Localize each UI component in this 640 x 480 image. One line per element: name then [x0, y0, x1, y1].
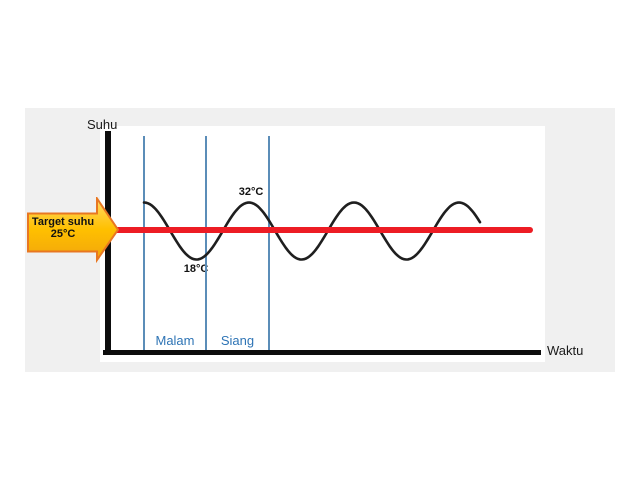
target-arrow-label-line2: 25°C: [50, 228, 76, 240]
plot-area: [100, 126, 545, 362]
phase-divider-line-3: [268, 136, 270, 350]
peak-temperature-annotation: 32°C: [238, 186, 264, 198]
target-arrow: [27, 197, 119, 263]
trough-temperature-annotation: 18°C: [183, 263, 209, 275]
x-axis-line: [103, 350, 541, 355]
target-arrow-label: Target suhu 25°C: [28, 216, 98, 240]
phase-divider-line-2: [205, 136, 207, 350]
x-axis-label: Waktu: [547, 343, 584, 358]
phase-divider-line-1: [143, 136, 145, 350]
target-arrow-label-line1: Target suhu: [31, 216, 95, 228]
y-axis-label: Suhu: [87, 117, 118, 132]
target-arrow-shape: [27, 197, 119, 263]
target-temperature-line: [112, 227, 533, 233]
phase-label-day: Siang: [220, 333, 255, 348]
phase-label-night: Malam: [155, 333, 195, 348]
